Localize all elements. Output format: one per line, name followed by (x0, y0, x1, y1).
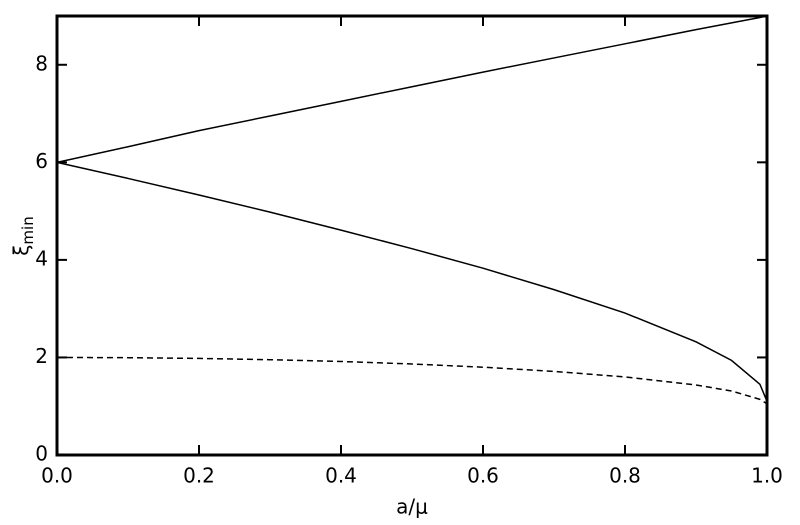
x-tick-label: 0.8 (609, 464, 641, 488)
curve (56, 161, 768, 402)
y-tick-label: 4 (35, 246, 48, 270)
curve (56, 356, 768, 405)
x-axis-label: a/μ (396, 495, 428, 519)
y-axis-label: ξmin (9, 216, 37, 255)
curve (56, 15, 768, 164)
y-label-symbol: ξ (9, 245, 33, 256)
y-tick-label: 0 (35, 442, 48, 466)
x-tick-label: 0.6 (467, 464, 499, 488)
plot-frame (55, 14, 769, 457)
x-tick-label: 0.2 (183, 464, 215, 488)
x-tick-label: 0.4 (325, 464, 357, 488)
y-label-subscript: min (19, 216, 37, 244)
y-tick-label: 8 (35, 51, 48, 75)
y-tick-label: 6 (35, 149, 48, 173)
x-tick-label: 1.0 (751, 464, 783, 488)
x-tick-label: 0.0 (41, 464, 73, 488)
y-tick-label: 2 (35, 344, 48, 368)
